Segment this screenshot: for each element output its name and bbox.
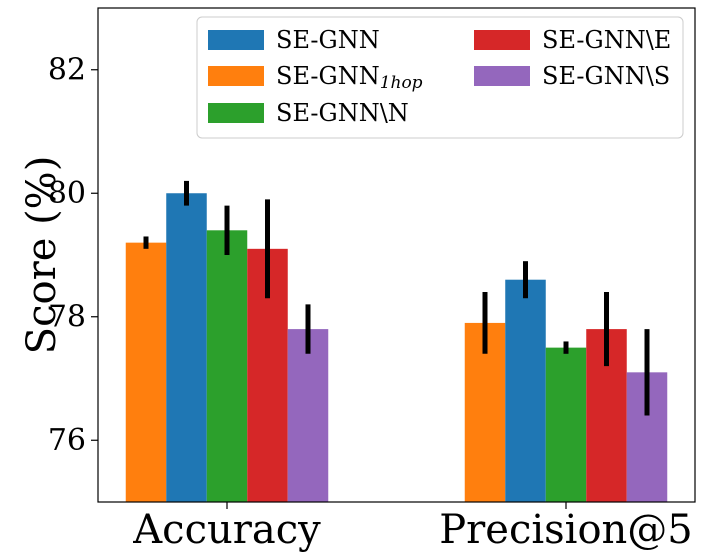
x-tick-label: Accuracy bbox=[132, 507, 321, 553]
legend-swatch bbox=[208, 30, 264, 50]
y-axis-label: Score (%) bbox=[19, 156, 65, 355]
plot-frame bbox=[97, 7, 696, 503]
bar-1-1 bbox=[505, 279, 546, 502]
legend-label: SE-GNN1hop bbox=[276, 62, 423, 93]
legend-swatch bbox=[474, 30, 530, 50]
legend-label-subscript: 1hop bbox=[380, 73, 423, 93]
legend-swatch bbox=[208, 66, 264, 86]
y-axis: 76 78 80 82 bbox=[48, 52, 98, 458]
legend-label: SE-GNN\N bbox=[276, 99, 409, 127]
bar-0-4 bbox=[287, 329, 329, 502]
legend-swatch bbox=[474, 66, 530, 86]
bar-1-2 bbox=[545, 347, 587, 503]
legend-swatch bbox=[208, 103, 264, 123]
x-tick-label: Precision@5 bbox=[439, 507, 693, 553]
y-tick-label: 76 bbox=[48, 423, 86, 458]
bars-group bbox=[125, 193, 668, 503]
legend-label: SE-GNN\S bbox=[542, 62, 670, 90]
bar-0-0 bbox=[125, 242, 167, 502]
errorbars-group bbox=[143, 180, 650, 416]
legend-label: SE-GNN\E bbox=[542, 26, 671, 54]
y-tick-label: 78 bbox=[48, 299, 86, 334]
legend-box bbox=[196, 16, 684, 139]
x-axis: Accuracy Precision@5 bbox=[132, 502, 693, 553]
y-tick-label: 80 bbox=[48, 176, 86, 211]
y-tick-label: 82 bbox=[48, 52, 86, 87]
bar-0-2 bbox=[206, 230, 248, 503]
bar-0-1 bbox=[166, 193, 207, 502]
legend-label: SE-GNN bbox=[276, 26, 380, 54]
legend-label-main: SE-GNN bbox=[276, 62, 380, 90]
